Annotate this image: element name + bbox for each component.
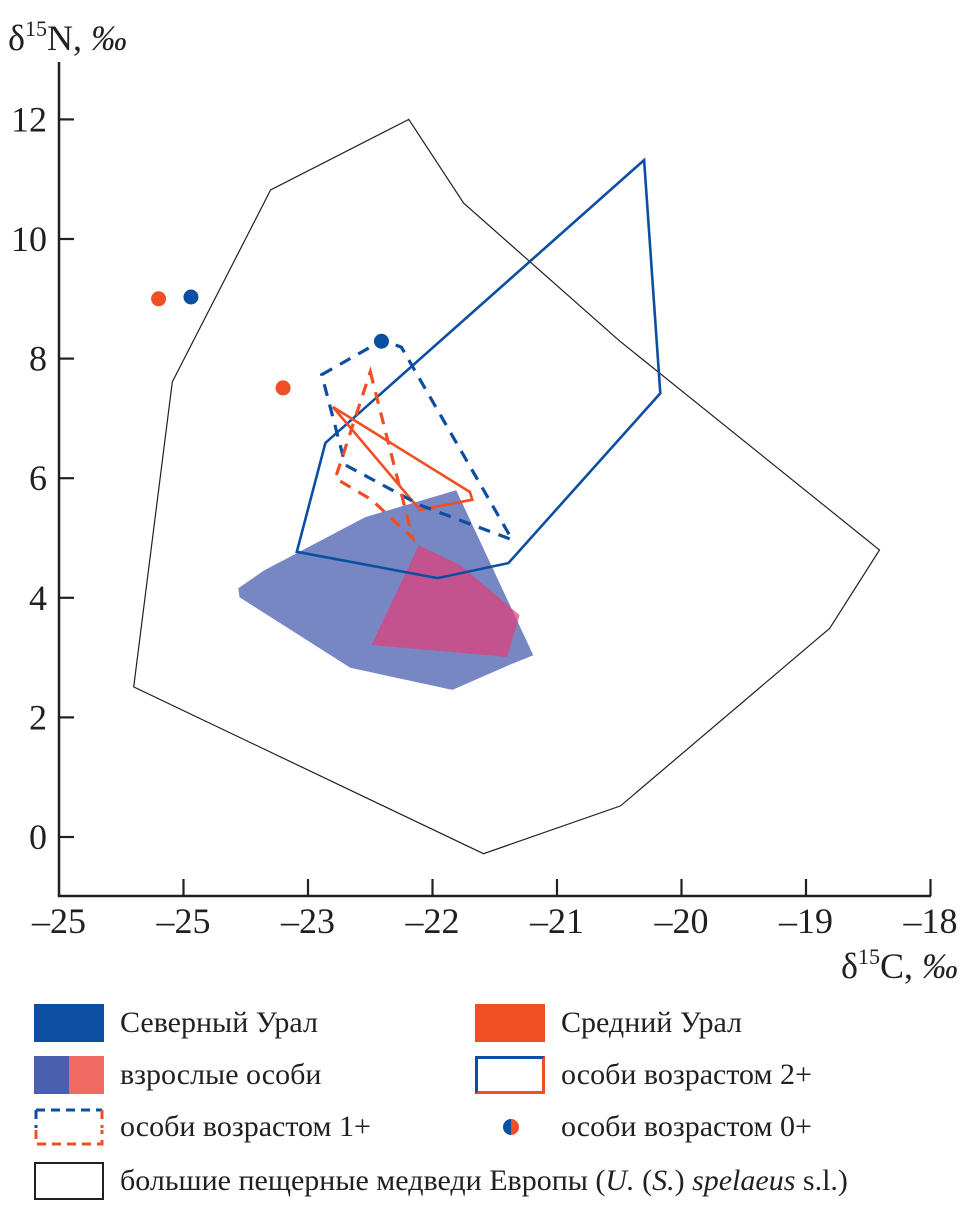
point-north-0plus-b [373,333,389,349]
x-tick-label: –19 [778,901,833,941]
y-tick-label: 6 [29,458,47,498]
plot-area [133,118,881,855]
x-tick-label: –21 [529,901,584,941]
x-tick-label: –25 [156,901,211,941]
x-tick-label: –20 [654,901,709,941]
legend: Северный Урал Средний Урал взрослые особ… [0,1000,961,1208]
legend-swatch-middle [475,1004,545,1042]
legend-item-adults: взрослые особи [34,1056,321,1094]
point-middle-0plus-b [275,380,291,396]
y-tick-label: 8 [29,339,47,379]
point-north-0plus-a [183,289,199,305]
legend-item-age2: особи возрастом 2+ [475,1056,812,1094]
y-tick-label: 0 [29,817,47,857]
legend-label-age0: особи возрастом 0+ [561,1110,812,1143]
legend-label-adults: взрослые особи [120,1058,322,1091]
legend-item-north: Северный Урал [34,1004,318,1042]
legend-label-age2: особи возрастом 2+ [561,1058,812,1091]
legend-item-age1: особи возрастом 1+ [34,1108,371,1146]
legend-label-middle: Средний Урал [561,1006,743,1039]
y-axis-title: δ15N, ‰ [8,16,127,58]
y-tick-label: 12 [11,99,47,139]
legend-item-middle: Средний Урал [475,1004,742,1042]
point-middle-0plus-a [151,291,167,307]
y-tick-label: 10 [11,219,47,259]
legend-swatch-north [34,1004,104,1042]
legend-swatch-adults [34,1056,104,1094]
polygon-middle-2plus [331,405,474,512]
isotope-chart: –25 –25 –23 –22 –21 –20 –19 –18 0 2 4 6 8 10 12 δ15N, … [8,16,958,986]
x-tick-label: –22 [405,901,460,941]
legend-item-age0: особи возрастом 0+ [475,1108,812,1146]
legend-label-age1: особи возрастом 1+ [120,1110,371,1143]
legend-swatch-age0 [503,1119,519,1135]
polygon-europe-cave-bears [133,118,881,855]
legend-swatch-age1 [34,1108,104,1146]
x-tick-label: –23 [280,901,335,941]
legend-label-europe: большие пещерные медведи Европы (U. (S.)… [120,1164,848,1197]
legend-swatch-europe [34,1162,104,1200]
legend-label-north: Северный Урал [120,1006,318,1039]
x-axis-title: δ15C, ‰ [841,944,958,986]
x-tick-label: –18 [903,901,958,941]
y-tick-label: 2 [29,697,47,737]
legend-item-europe: большие пещерные медведи Европы (U. (S.)… [34,1162,848,1200]
x-tick-label: –25 [31,901,86,941]
polygon-middle-1plus [333,366,416,543]
legend-swatch-age2 [475,1056,545,1094]
y-tick-label: 4 [29,578,47,618]
axes: –25 –25 –23 –22 –21 –20 –19 –18 0 2 4 6 8 10 12 [11,62,958,941]
polygon-north-2plus [295,157,662,580]
